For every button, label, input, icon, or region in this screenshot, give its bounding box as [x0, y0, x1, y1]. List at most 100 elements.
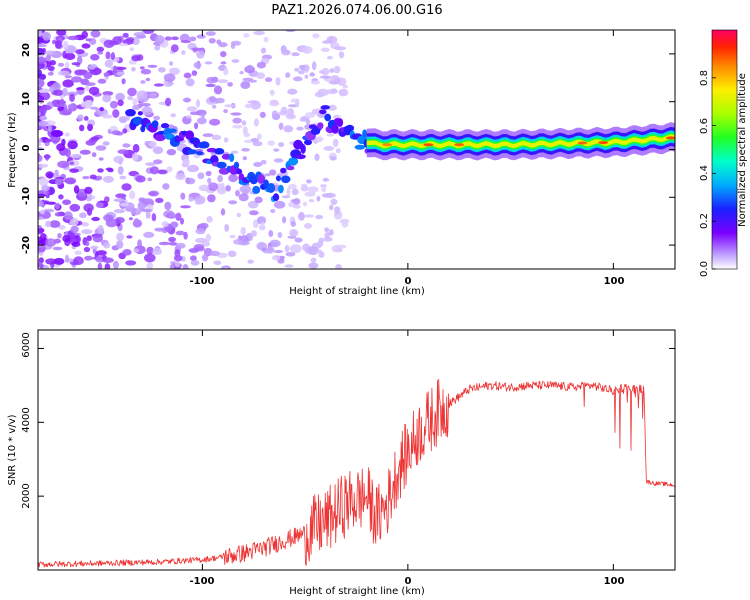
heatmap-cell [102, 141, 110, 146]
heatmap-cell [85, 139, 96, 146]
heatmap-cell [273, 158, 284, 163]
heatmap-cell [120, 202, 129, 207]
heatmap-cell [315, 214, 324, 220]
heatmap-cell [310, 80, 321, 85]
heatmap-cell [115, 66, 127, 70]
heatmap-cell [45, 258, 57, 265]
heatmap-cell [73, 256, 84, 266]
heatmap-cell [220, 61, 227, 65]
heatmap-cell [45, 171, 54, 179]
heatmap-cell [201, 254, 209, 262]
heatmap-cell [103, 39, 115, 48]
heatmap-cell [147, 64, 158, 68]
heatmap-cell [223, 109, 228, 114]
heatmap-cell [164, 36, 172, 41]
heatmap-cell [47, 72, 54, 76]
heatmap-cell [189, 111, 200, 116]
heatmap-cell [239, 71, 244, 75]
heatmap-cell [38, 62, 45, 70]
heatmap-cell [260, 159, 267, 165]
heatmap-cell [69, 203, 81, 212]
heatmap-cell [331, 244, 341, 253]
heatmap-cell [220, 51, 227, 58]
heatmap-cell [322, 177, 330, 182]
heatmap-cell [148, 141, 157, 148]
heatmap-cell [308, 262, 319, 269]
heatmap-cell [213, 85, 223, 95]
heatmap-cell [52, 246, 63, 251]
heatmap-cell [57, 62, 65, 67]
heatmap-cell [83, 203, 94, 212]
heatmap-cell [154, 35, 165, 44]
heatmap-cell [145, 162, 156, 167]
colorbar: 0.0 0.2 0.4 0.6 0.8 Normalized spectral … [699, 29, 748, 277]
heatmap-cell [212, 104, 217, 109]
heatmap-cell [195, 227, 206, 235]
heatmap-cell [122, 32, 129, 38]
heatmap-cell [311, 61, 317, 71]
heatmap-cell [38, 225, 42, 229]
heatmap-cell [38, 47, 45, 56]
heatmap-cell [247, 100, 259, 104]
heatmap-cell [180, 40, 192, 44]
heatmap-cell [223, 137, 229, 143]
heatmap-cell [67, 35, 79, 41]
heatmap-cell [206, 76, 216, 84]
heatmap-cell [298, 70, 305, 75]
heatmap-hotspot [665, 136, 675, 140]
heatmap-cell [221, 153, 232, 160]
heatmap-cell [125, 260, 137, 266]
heatmap-cell [298, 211, 305, 221]
heatmap-cell [90, 106, 99, 110]
heatmap-cell [312, 33, 320, 39]
heatmap-cell [105, 51, 111, 60]
heatmap-cell [38, 163, 49, 168]
spectrogram-xtick-label: -100 [189, 276, 214, 287]
heatmap-cell [267, 140, 275, 146]
heatmap-cell [185, 177, 196, 185]
heatmap-hotspot [382, 143, 393, 147]
heatmap-cell [327, 104, 337, 111]
heatmap-cell [213, 260, 222, 266]
heatmap-cell [133, 248, 140, 253]
heatmap-cell [323, 146, 335, 151]
heatmap-cell [133, 32, 145, 37]
heatmap-cell [75, 49, 85, 55]
heatmap-cell [181, 50, 186, 55]
spectrogram-xtick-label: 100 [604, 276, 625, 287]
heatmap-cell [257, 174, 266, 184]
heatmap-cell [116, 240, 124, 249]
heatmap-cell [304, 112, 316, 119]
heatmap-cell [145, 77, 151, 82]
heatmap-cell [225, 185, 231, 192]
heatmap-cell [71, 241, 81, 247]
heatmap-cell [322, 40, 331, 44]
heatmap-cell [325, 192, 336, 199]
spectrogram-ytick-label: 10 [21, 92, 32, 106]
heatmap-cell [230, 43, 236, 49]
heatmap-cell [132, 143, 140, 153]
spectrogram-ytick-label: -10 [21, 187, 32, 205]
heatmap-cell [259, 111, 266, 118]
heatmap-cell [152, 146, 164, 154]
heatmap-cell [79, 149, 91, 155]
heatmap-cell [121, 183, 132, 191]
heatmap-cell [180, 192, 186, 200]
heatmap-cell [205, 31, 216, 36]
heatmap-cell [155, 197, 164, 204]
heatmap-cell [293, 76, 303, 82]
heatmap-cell [291, 52, 300, 57]
heatmap-cell [117, 149, 129, 155]
heatmap-cell [129, 190, 136, 200]
heatmap-cell [267, 246, 275, 254]
heatmap-cell [300, 144, 306, 154]
heatmap-cell [112, 36, 123, 45]
heatmap-cell [254, 196, 263, 204]
heatmap-cell [209, 250, 221, 257]
heatmap-cell [326, 133, 335, 137]
heatmap-cell [50, 129, 63, 138]
heatmap-hotspot [454, 143, 465, 147]
heatmap-cell [308, 124, 317, 130]
heatmap-cell [56, 143, 66, 152]
